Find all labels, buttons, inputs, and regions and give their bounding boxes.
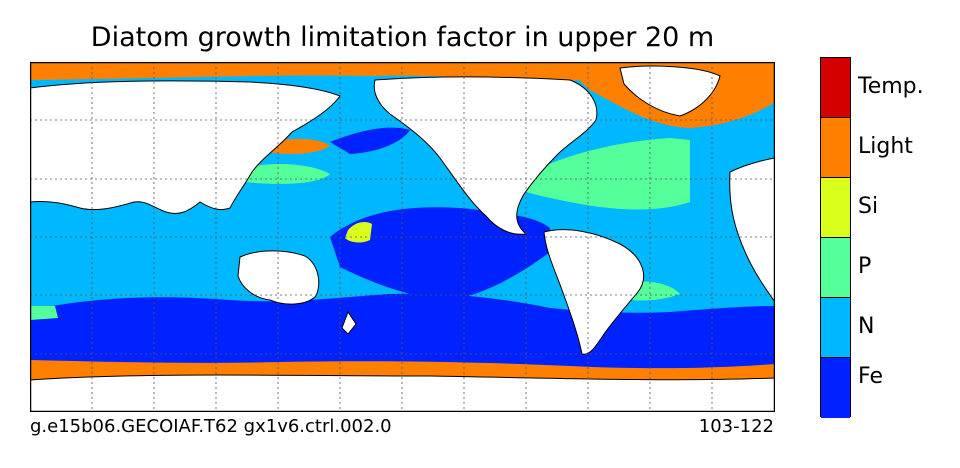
land-new-zealand	[341, 310, 357, 335]
colorbar-segment-temp	[821, 58, 850, 118]
colorbar-segment-fe	[821, 358, 850, 418]
land-south-america	[543, 229, 645, 355]
footer-years: 103-122	[698, 416, 774, 437]
colorbar-label-temp: Temp.	[858, 74, 924, 99]
region-eq-pacific-fe	[330, 207, 550, 300]
land-antarctica	[30, 374, 775, 412]
footer-case-name: g.e15b06.GECOIAF.T62 gx1v6.ctrl.002.0	[30, 416, 392, 437]
colorbar-label-fe: Fe	[858, 364, 883, 389]
land-north-america	[373, 76, 598, 235]
colorbar-segment-n	[821, 298, 850, 358]
colorbar-label-light: Light	[858, 134, 913, 159]
land-africa	[729, 157, 775, 303]
land-asia	[30, 80, 341, 215]
region-p-n-atlantic	[510, 138, 690, 210]
colorbar-label-n: N	[858, 314, 875, 339]
colorbar-label-si: Si	[858, 194, 879, 219]
land-greenland	[619, 65, 721, 117]
colorbar-segment-si	[821, 178, 850, 238]
colorbar-label-p: P	[858, 254, 872, 279]
region-p-indian	[30, 306, 58, 320]
world-map	[30, 62, 775, 412]
region-np-fe	[330, 127, 410, 154]
colorbar	[820, 57, 851, 418]
colorbar-segment-p	[821, 238, 850, 298]
colorbar-segment-light	[821, 118, 850, 178]
map-frame	[30, 62, 775, 412]
figure-title: Diatom growth limitation factor in upper…	[90, 22, 715, 53]
